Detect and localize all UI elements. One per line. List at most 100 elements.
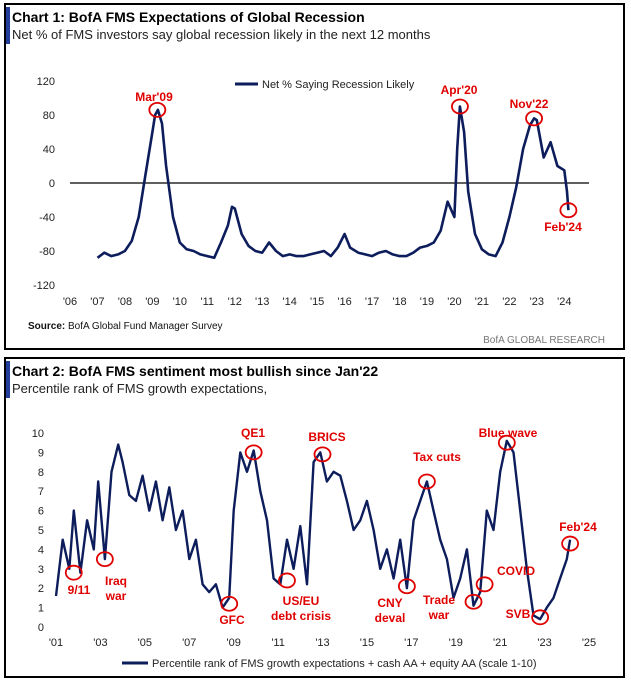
chart1-title: Chart 1: BofA FMS Expectations of Global… bbox=[12, 9, 365, 25]
chart1-ytick-label: 0 bbox=[49, 178, 55, 190]
chart2-xtick-label: '09 bbox=[226, 637, 240, 649]
chart2-xtick-label: '23 bbox=[537, 637, 551, 649]
chart2-annotation-circle bbox=[561, 535, 580, 552]
chart2-xtick-label: '05 bbox=[138, 637, 152, 649]
chart2-annotation-circle bbox=[244, 444, 263, 461]
chart1-ytick-label: 80 bbox=[43, 110, 55, 122]
chart2-annotation-label: COVID bbox=[497, 564, 535, 578]
chart2-legend-label: Percentile rank of FMS growth expectatio… bbox=[152, 658, 537, 670]
chart2-annotation-circle bbox=[313, 446, 332, 463]
chart2-annotation-circle bbox=[397, 578, 416, 595]
chart1-xtick-label: '07 bbox=[90, 296, 104, 308]
chart1-source: Source: BofA Global Fund Manager Survey bbox=[28, 321, 223, 332]
chart2-annotation-circle bbox=[475, 576, 494, 593]
chart2-annotation-circle bbox=[497, 434, 516, 451]
chart1-xtick-label: '21 bbox=[475, 296, 489, 308]
chart2-xtick-label: '17 bbox=[404, 637, 418, 649]
chart2-annotation-label: debt crisis bbox=[271, 609, 331, 623]
chart1-xtick-label: '14 bbox=[283, 296, 297, 308]
chart1-ytick-label: 120 bbox=[37, 76, 55, 88]
chart1-xtick-label: '11 bbox=[201, 296, 215, 308]
chart2-ytick-label: 3 bbox=[38, 564, 44, 576]
chart2-subtitle: Percentile rank of FMS growth expectatio… bbox=[12, 381, 268, 396]
chart2-annotation-label: US/EU bbox=[283, 594, 320, 608]
chart2-annotation-circle bbox=[531, 609, 550, 626]
chart1-accent-bar bbox=[6, 7, 10, 44]
chart1-source-text: BofA Global Fund Manager Survey bbox=[68, 321, 223, 332]
chart2-ytick-label: 0 bbox=[38, 622, 44, 634]
chart2-ytick-label: 9 bbox=[38, 447, 44, 459]
chart2-annotation-circle bbox=[417, 473, 436, 490]
chart2-xtick-label: '25 bbox=[582, 637, 596, 649]
chart1-annotation-label: Feb'24 bbox=[544, 220, 582, 234]
chart1-xtick-label: '09 bbox=[145, 296, 159, 308]
chart2-ytick-label: 8 bbox=[38, 467, 44, 479]
chart1-panel: Chart 1: BofA FMS Expectations of Global… bbox=[4, 3, 625, 350]
chart2-annotation-label: Feb'24 bbox=[559, 520, 597, 534]
chart2-annotation-label: QE1 bbox=[241, 426, 265, 440]
chart2-xtick-label: '11 bbox=[271, 637, 285, 649]
chart1-xtick-label: '06 bbox=[63, 296, 77, 308]
chart2-xtick-label: '21 bbox=[493, 637, 507, 649]
chart2-ytick-label: 4 bbox=[38, 544, 44, 556]
chart2-panel: Chart 2: BofA FMS sentiment most bullish… bbox=[4, 357, 625, 678]
chart1-xtick-label: '16 bbox=[337, 296, 351, 308]
chart2-title: Chart 2: BofA FMS sentiment most bullish… bbox=[12, 363, 379, 379]
chart2-annotation-circle bbox=[64, 564, 83, 581]
chart1-xtick-label: '12 bbox=[228, 296, 242, 308]
chart2-annotation-circle bbox=[278, 572, 296, 589]
chart1-annotation-label: Nov'22 bbox=[510, 97, 549, 111]
chart2-xtick-label: '13 bbox=[315, 637, 329, 649]
chart2-annotation-label: Trade bbox=[423, 593, 455, 607]
chart2-annotation-circle bbox=[220, 595, 239, 612]
chart2-ytick-label: 10 bbox=[32, 428, 44, 440]
chart2-annotation-label: 9/11 bbox=[68, 583, 91, 597]
chart2-xtick-label: '19 bbox=[449, 637, 463, 649]
chart1-ytick-label: -120 bbox=[33, 280, 55, 292]
chart1-xtick-label: '20 bbox=[447, 296, 461, 308]
chart2-annotation-label: SVB bbox=[506, 607, 531, 621]
chart1-xtick-label: '15 bbox=[310, 296, 324, 308]
chart2-ytick-label: 5 bbox=[38, 525, 44, 537]
chart1-brand: BofA GLOBAL RESEARCH bbox=[483, 335, 605, 346]
chart2-ytick-label: 1 bbox=[38, 603, 44, 615]
chart1-xtick-label: '23 bbox=[530, 296, 544, 308]
chart1-xtick-label: '08 bbox=[118, 296, 132, 308]
chart1-series-line bbox=[96, 105, 570, 260]
chart1-subtitle: Net % of FMS investors say global recess… bbox=[12, 27, 431, 42]
chart2-annotation-label: GFC bbox=[219, 613, 245, 627]
chart1-annotation-circle bbox=[148, 102, 167, 118]
chart1-legend-label: Net % Saying Recession Likely bbox=[262, 79, 415, 91]
chart2-xtick-label: '01 bbox=[49, 637, 63, 649]
chart1-source-prefix: Source: bbox=[28, 321, 66, 332]
chart2-annotation-label: deval bbox=[375, 611, 406, 625]
chart2-annotation-label: war bbox=[428, 608, 450, 622]
chart2-series-line bbox=[54, 439, 572, 621]
chart1-xtick-label: '17 bbox=[365, 296, 379, 308]
chart1-annotation-circle bbox=[451, 98, 469, 115]
chart2-annotation-label: Iraq bbox=[105, 574, 127, 588]
chart2-annotation-label: CNY bbox=[377, 596, 402, 610]
chart1-xtick-label: '10 bbox=[173, 296, 187, 308]
chart1-annotation-label: Mar'09 bbox=[135, 90, 173, 104]
chart2-xtick-label: '03 bbox=[93, 637, 107, 649]
chart1-annotation-circle bbox=[559, 202, 578, 219]
chart2-annotation-circle bbox=[95, 551, 114, 568]
chart1-annotation-label: Apr'20 bbox=[441, 83, 478, 97]
chart1-ytick-label: -80 bbox=[39, 246, 55, 258]
chart1-xtick-label: '18 bbox=[392, 296, 406, 308]
chart2-accent-bar bbox=[6, 361, 10, 398]
chart2-annotation-label: war bbox=[105, 589, 127, 603]
chart2-annotation-label: Tax cuts bbox=[413, 450, 461, 464]
chart2-xtick-label: '15 bbox=[360, 637, 374, 649]
chart1-ytick-label: 40 bbox=[43, 144, 55, 156]
chart1-plot: 120 80 40 0 -40 -80 -120 '06 '07 '08 '09 '10 '11 '12 '… bbox=[33, 76, 589, 308]
chart2-ytick-label: 2 bbox=[38, 583, 44, 595]
chart1-annotation-circle bbox=[525, 110, 543, 127]
chart2-annotation-label: BRICS bbox=[308, 430, 345, 444]
chart2-annotation-circle bbox=[464, 593, 483, 610]
chart1-xtick-label: '13 bbox=[255, 296, 269, 308]
chart1-xtick-label: '22 bbox=[502, 296, 516, 308]
chart1-ytick-label: -40 bbox=[39, 212, 55, 224]
